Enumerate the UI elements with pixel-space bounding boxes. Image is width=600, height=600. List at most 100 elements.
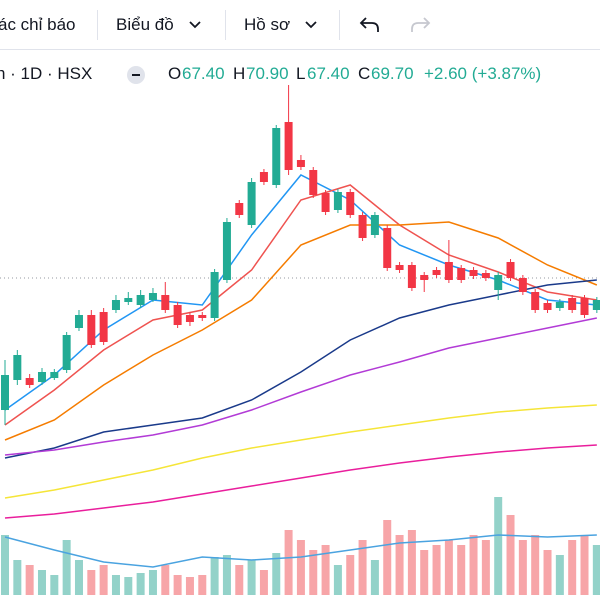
candle-body: [173, 305, 182, 325]
candle-body: [198, 315, 207, 318]
volume-bar: [185, 577, 194, 595]
candle-body: [309, 170, 318, 195]
candle-body: [148, 293, 157, 300]
candle-body: [543, 303, 552, 310]
separator: [97, 10, 98, 40]
toolbar: ác chỉ báo Biểu đồ Hồ sơ: [0, 0, 600, 50]
moving-average-line: [4, 279, 597, 459]
separator: [339, 10, 340, 40]
candle-body: [185, 315, 194, 322]
volume-bar: [531, 535, 540, 595]
candle-body: [50, 372, 59, 378]
low-value: 67.40: [307, 64, 350, 83]
volume-bar: [111, 575, 120, 595]
volume-bar: [50, 575, 59, 595]
volume-bar: [235, 565, 244, 595]
candle-body: [518, 278, 527, 292]
redo-button[interactable]: [408, 14, 432, 36]
chart-menu[interactable]: Biểu đồ: [116, 15, 174, 34]
low-label: L: [296, 64, 306, 83]
volume-bar: [518, 540, 527, 595]
close-value: 69.70: [371, 64, 414, 83]
candle-body: [333, 192, 342, 210]
candle-body: [346, 192, 355, 215]
candle-body: [247, 182, 256, 225]
volume-bar: [1, 535, 9, 595]
candle-body: [124, 298, 133, 302]
volume-bar: [543, 550, 552, 595]
volume-bar: [555, 555, 564, 595]
volume-bar: [580, 535, 589, 595]
volume-bar: [136, 573, 145, 595]
candle-body: [592, 300, 600, 310]
volume-bar: [272, 553, 281, 595]
volume-bar: [370, 560, 379, 595]
candle-body: [272, 128, 281, 185]
candle-body: [568, 298, 577, 310]
high-label: H: [233, 64, 246, 83]
moving-average-line: [4, 221, 598, 441]
volume-ma-line: [4, 534, 597, 568]
candle-body: [395, 265, 404, 270]
undo-button[interactable]: [358, 14, 382, 36]
moving-average-line: [4, 317, 597, 456]
indicators-button[interactable]: ác chỉ báo: [0, 15, 76, 34]
candle-body: [136, 295, 145, 305]
candle-body: [383, 228, 392, 268]
volume-bar: [124, 577, 133, 595]
volume-bar: [469, 535, 478, 595]
chevron: [189, 21, 201, 29]
candle-body: [25, 378, 34, 385]
volume-bar: [37, 570, 46, 595]
candle-body: [62, 335, 71, 370]
candle-body: [407, 265, 416, 288]
candle-body: [1, 375, 9, 410]
change-value: +2.60 (+3.87%): [424, 64, 542, 83]
volume-bar: [481, 540, 490, 595]
candle-body: [37, 372, 46, 382]
candle-body: [469, 270, 478, 276]
open-value: 67.40: [182, 64, 225, 83]
candle-body: [580, 298, 589, 315]
volume-bar: [284, 530, 293, 595]
candle-body: [531, 292, 540, 310]
volume-bar: [87, 570, 96, 595]
volume-bar: [321, 545, 330, 595]
volume-bar: [148, 570, 157, 595]
candle-body: [555, 302, 564, 308]
volume-bar: [247, 560, 256, 595]
volume-bar: [13, 560, 22, 595]
candle-body: [284, 122, 293, 170]
profile-menu[interactable]: Hồ sơ: [244, 15, 291, 34]
candle-body: [222, 222, 231, 280]
separator: [225, 10, 226, 40]
candle-body: [432, 270, 441, 275]
candle-body: [358, 215, 367, 238]
volume-bar: [333, 565, 342, 595]
volume-bar: [444, 540, 453, 595]
high-value: 70.90: [246, 64, 289, 83]
volume-bar: [161, 565, 170, 595]
candle-body: [87, 315, 96, 345]
volume-bar: [457, 545, 466, 595]
volume-bar: [173, 575, 182, 595]
candle-body: [111, 300, 120, 310]
candle-body: [161, 295, 170, 310]
volume-bar: [25, 565, 34, 595]
hide-button[interactable]: [126, 65, 146, 85]
candle-body: [99, 312, 108, 342]
moving-average-line: [4, 444, 597, 519]
close-label: C: [358, 64, 371, 83]
candle-body: [494, 275, 503, 290]
volume-bar: [395, 535, 404, 595]
volume-bar: [198, 575, 207, 595]
candle-body: [259, 172, 268, 182]
moving-average-line: [4, 184, 597, 426]
candle-body: [13, 355, 22, 380]
volume-bar: [309, 550, 318, 595]
candle-body: [74, 315, 83, 328]
symbol: n · 1D · HSX: [0, 64, 93, 83]
volume-bar: [506, 515, 515, 595]
